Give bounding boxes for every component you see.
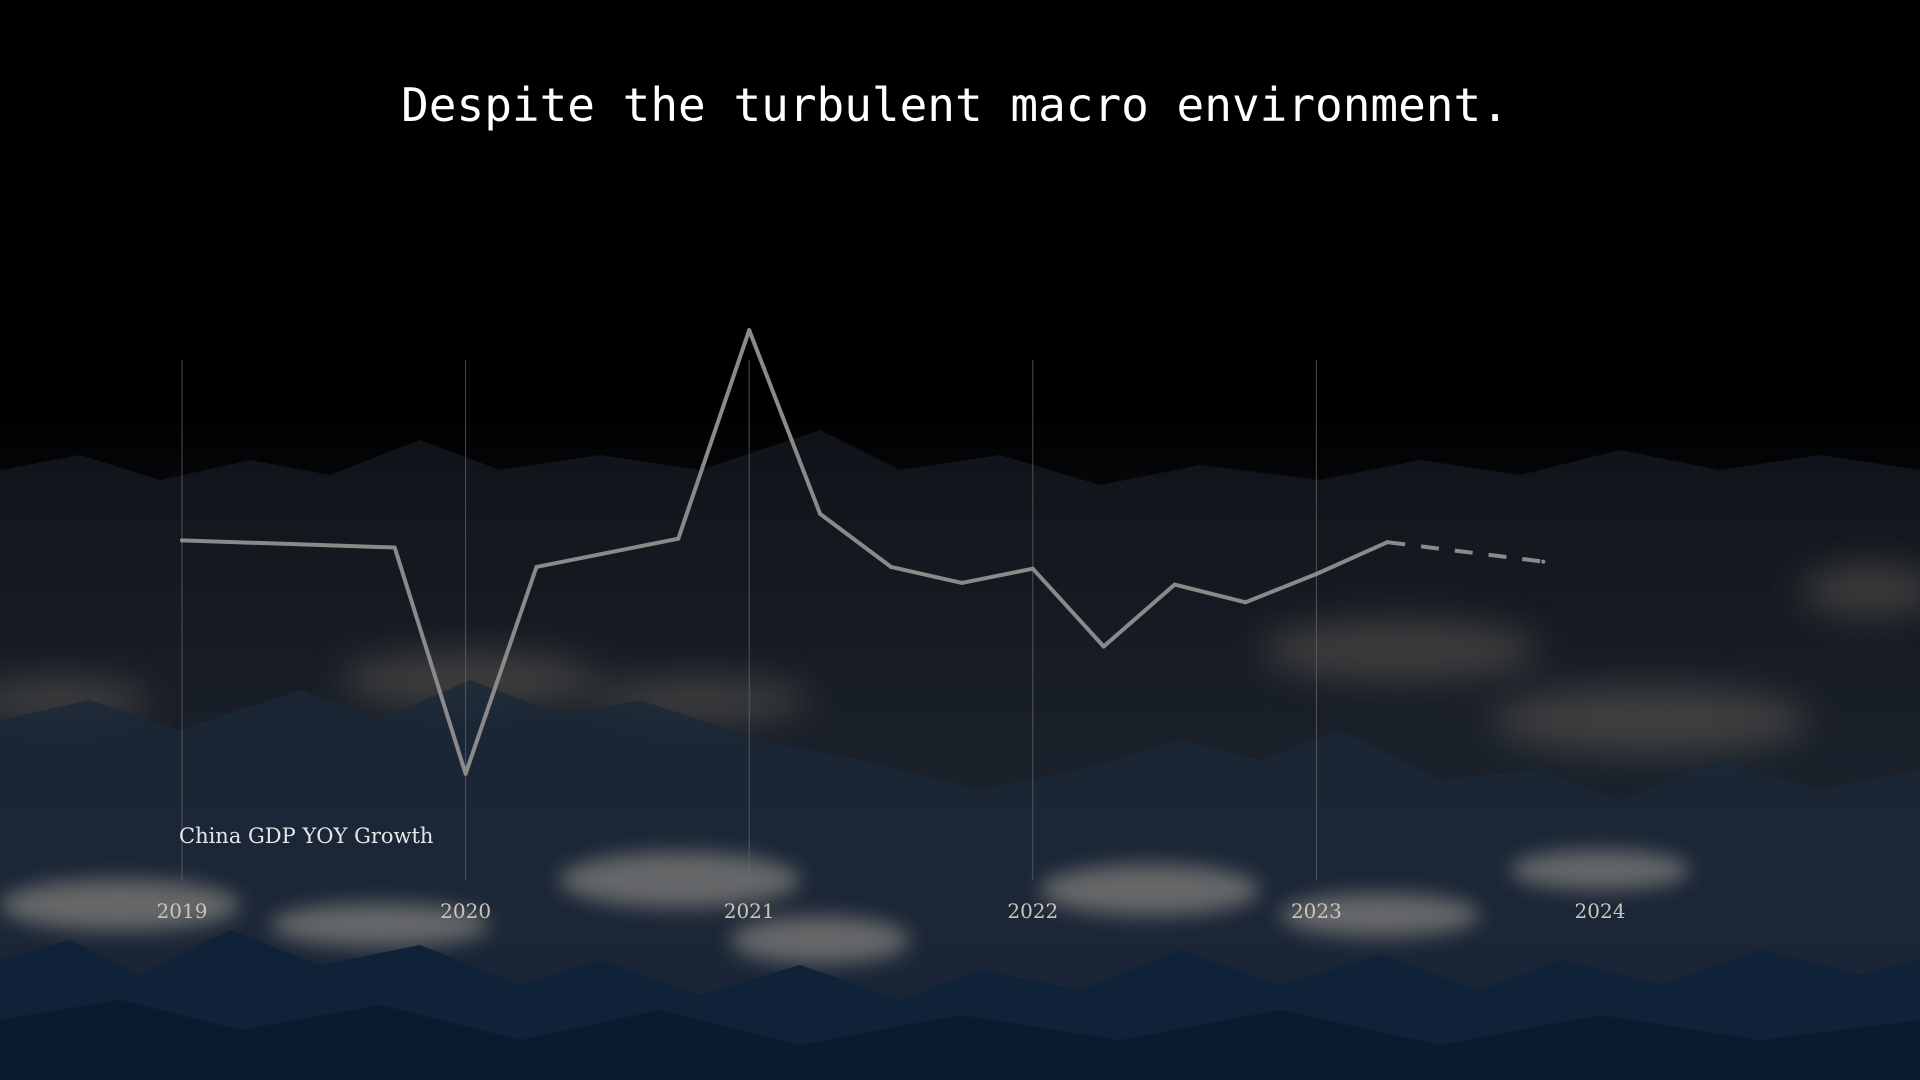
series-line-gdp-growth [180,328,1390,776]
x-tick-label-2021: 2021 [724,899,775,923]
data-point [1030,566,1035,571]
data-point [180,538,184,543]
x-tick-label-2020: 2020 [440,899,491,923]
data-point [1101,644,1106,649]
slide-title: Despite the turbulent macro environment. [401,78,1509,132]
data-point [676,536,681,541]
x-tick-label-2023: 2023 [1291,899,1342,923]
data-point [1243,600,1248,605]
series-forecast-line [1387,540,1544,564]
series-layer [180,328,1546,776]
data-point [1541,559,1546,564]
data-point [534,564,539,569]
data-point [889,564,893,569]
x-tick-label-2024: 2024 [1575,899,1626,923]
data-point [747,328,752,333]
x-tick-label-2022: 2022 [1007,899,1058,923]
data-point [392,545,397,550]
data-point [1314,572,1319,576]
data-point [463,771,468,776]
series-label: China GDP YOY Growth [179,824,434,848]
data-point [818,511,823,516]
x-axis-ticks: 2019 2020 2021 2022 2023 2024 [157,899,1626,923]
gridlines [181,360,1317,880]
data-point [959,580,964,585]
data-point [1385,540,1390,545]
x-tick-label-2019: 2019 [157,899,208,923]
data-point [1172,582,1177,587]
